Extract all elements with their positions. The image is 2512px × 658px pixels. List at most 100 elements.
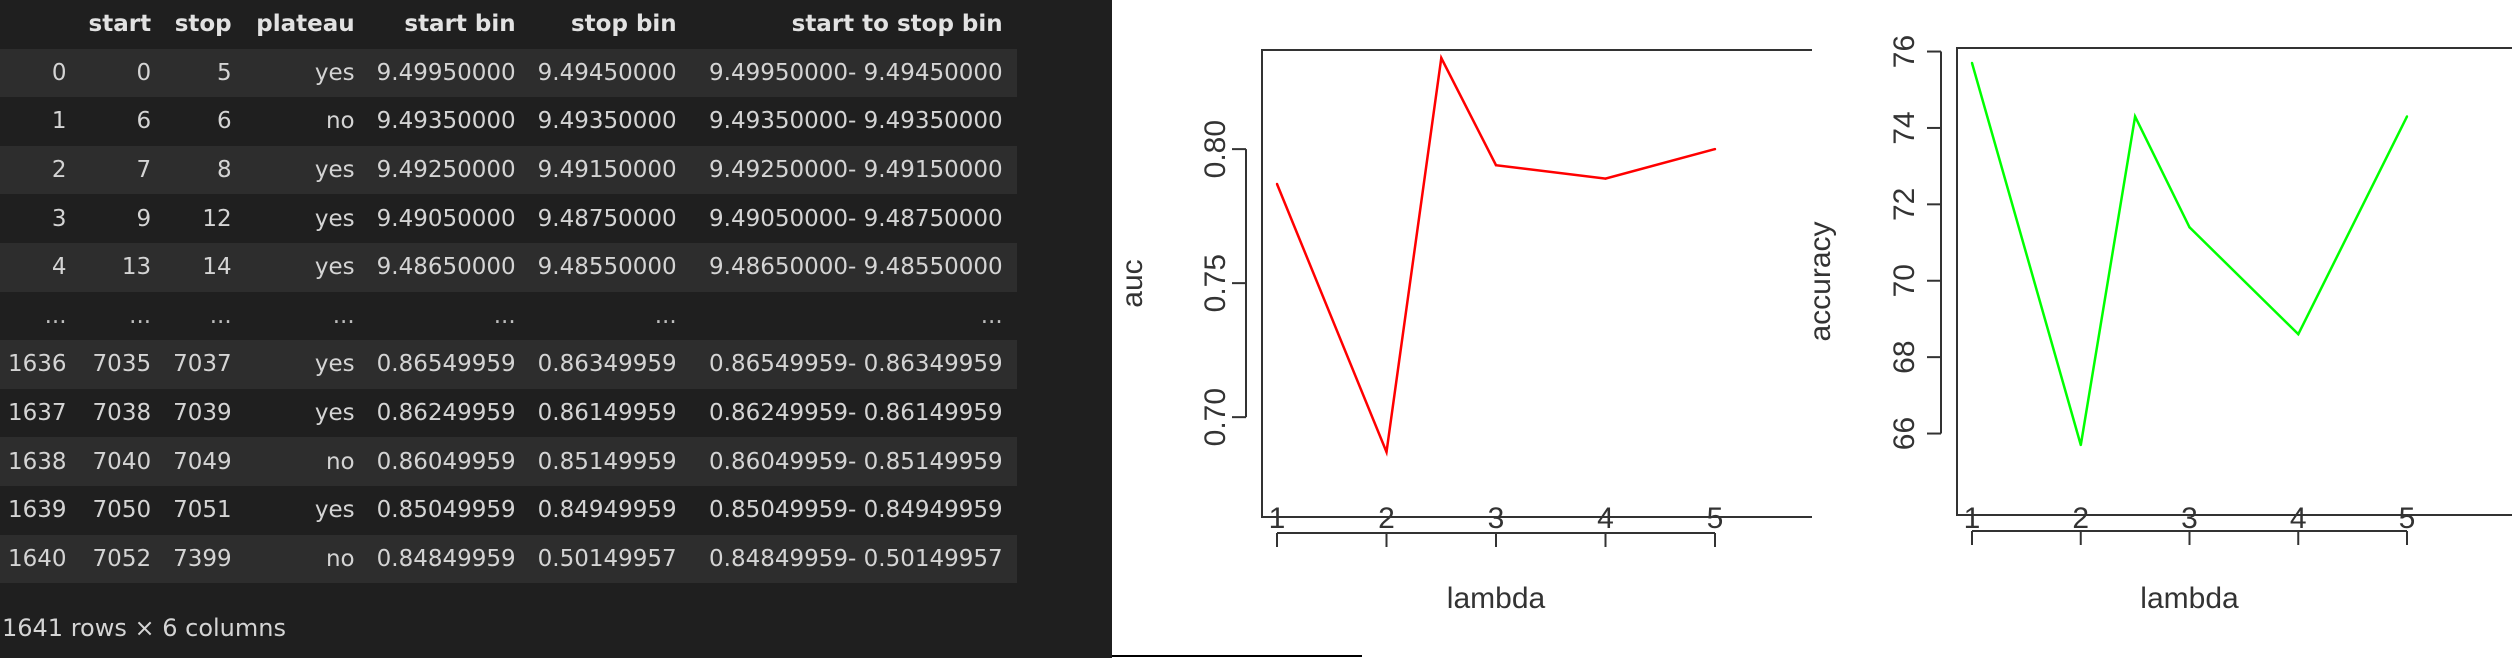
data-point: [2133, 115, 2137, 118]
cell-start: 7050: [92, 497, 152, 524]
table-row-ellipsis: ... ... ... ... ... ... ...: [0, 291, 1017, 341]
row-index: 1638: [8, 448, 67, 475]
x-tick-label: 4: [1597, 502, 1614, 535]
cell-start: 7: [136, 157, 152, 184]
cell-start: ...: [129, 302, 152, 329]
x-tick-label: 2: [2072, 502, 2089, 535]
cell-start: 9: [136, 205, 152, 232]
cell-start-to-stop-bin: 0.86549959- 0.86349959: [709, 351, 1003, 378]
cell-plateau: yes: [314, 497, 355, 524]
cell-start-bin: 9.49950000: [376, 59, 516, 86]
cell-stop: 7399: [173, 545, 232, 572]
cell-start: 7035: [92, 351, 152, 378]
y-tick-label: 70: [1888, 264, 1921, 297]
y-tick-label: 0.80: [1199, 120, 1232, 178]
cell-stop: 6: [217, 108, 232, 135]
y-axis-label: accuracy: [1812, 221, 1837, 341]
cell-plateau: yes: [314, 205, 355, 232]
cell-stop: 8: [217, 157, 232, 184]
data-point: [1604, 177, 1607, 180]
y-tick-label: 76: [1888, 35, 1921, 68]
data-point: [1494, 164, 1498, 167]
cell-start-to-stop-bin: 9.49350000- 9.49350000: [709, 108, 1003, 135]
row-index: 2: [51, 157, 67, 184]
table-row: 1 6 6 no 9.49350000 9.49350000 9.4935000…: [0, 97, 1017, 146]
cell-stop-bin: 0.85149959: [537, 448, 677, 475]
dataframe-panel: start stop plateau start bin stop bin st…: [0, 0, 1112, 658]
y-tick-label: 0.75: [1199, 254, 1232, 312]
cell-stop: 12: [202, 205, 232, 232]
data-point: [1385, 450, 1388, 454]
series-line: [1970, 62, 2409, 446]
row-index: 1637: [8, 400, 67, 427]
y-tick-label: 74: [1888, 111, 1921, 144]
data-point: [1440, 56, 1443, 60]
table-row: 4 13 14 yes 9.48650000 9.48550000 9.4865…: [0, 242, 1017, 292]
data-point: [2188, 226, 2191, 229]
cell-start-bin: 9.48650000: [376, 254, 516, 281]
column-header-start-to-stop-bin: start to stop bin: [791, 11, 1003, 38]
data-point: [1713, 147, 1717, 151]
plot-frame: [1261, 49, 1812, 518]
table-row: 1639 7050 7051 yes 0.85049959 0.84949959…: [0, 485, 1017, 535]
table-header-row: start stop plateau start bin stop bin st…: [0, 0, 1017, 49]
x-tick-label: 2: [1378, 502, 1395, 535]
series-line: [1275, 53, 1716, 457]
column-header-stop-bin: stop bin: [570, 11, 677, 38]
cell-start-to-stop-bin: 0.84849959- 0.50149957: [709, 545, 1003, 572]
y-tick-label: 72: [1888, 188, 1921, 221]
cell-start-bin: 0.86249959: [376, 400, 516, 427]
y-tick-label: 0.70: [1199, 388, 1232, 446]
x-tick-label: 3: [1488, 502, 1505, 535]
x-tick-label: 1: [1964, 502, 1981, 535]
table-row: 3 9 12 yes 9.49050000 9.48750000 9.49050…: [0, 194, 1017, 243]
data-point: [2079, 443, 2082, 447]
cell-plateau: yes: [314, 157, 355, 184]
table-row: 1636 7035 7037 yes 0.86549959 0.86349959…: [0, 340, 1017, 389]
cell-start-to-stop-bin: 0.86049959- 0.85149959: [709, 448, 1003, 475]
cell-plateau: yes: [314, 400, 355, 427]
column-header-start: start: [88, 11, 152, 38]
cell-start: 7038: [92, 400, 152, 427]
row-index: 4: [51, 254, 67, 281]
cell-start-bin: 0.85049959: [376, 497, 516, 524]
x-tick-label: 1: [1269, 502, 1286, 535]
column-header-plateau: plateau: [256, 11, 355, 38]
cell-stop: ...: [209, 302, 232, 329]
cell-start-bin: 0.86049959: [376, 448, 516, 475]
cell-stop: 7039: [173, 400, 232, 427]
cell-plateau: ...: [332, 302, 355, 329]
cell-stop-bin: 9.49450000: [537, 59, 677, 86]
data-point: [2405, 115, 2409, 118]
cell-stop-bin: 9.49150000: [537, 157, 677, 184]
column-header-stop: stop: [174, 11, 232, 38]
cell-start: 0: [136, 59, 152, 86]
cell-stop-bin: 9.49350000: [537, 108, 677, 135]
cell-start-to-stop-bin: ...: [980, 302, 1003, 329]
cell-start: 7040: [92, 448, 152, 475]
cell-plateau: no: [325, 545, 355, 572]
cell-stop: 5: [217, 59, 232, 86]
table-row: 1640 7052 7399 no 0.84849959 0.50149957 …: [0, 534, 1017, 584]
cell-start-bin: 0.86549959: [376, 351, 516, 378]
table-row: 1637 7038 7039 yes 0.86249959 0.86149959…: [0, 388, 1017, 438]
row-index: 1640: [8, 545, 67, 572]
row-index: 1639: [8, 497, 67, 524]
cell-start-bin: 9.49350000: [376, 108, 516, 135]
x-tick-label: 3: [2181, 502, 2198, 535]
plot-frame: [1956, 47, 2512, 516]
data-point: [1970, 61, 1974, 65]
cell-stop: 7049: [173, 448, 232, 475]
x-tick-label: 5: [2399, 502, 2416, 535]
cell-stop: 7037: [173, 351, 232, 378]
row-index: ...: [44, 302, 67, 329]
cell-start-to-stop-bin: 9.49250000- 9.49150000: [709, 157, 1003, 184]
y-tick-label: 66: [1888, 417, 1921, 450]
cell-plateau: no: [325, 108, 355, 135]
accuracy-line-chart: 1 2 3 4 5 66 68 70 72 74 76 lambda accuracy: [1812, 35, 2512, 615]
cell-stop-bin: 0.86349959: [537, 351, 677, 378]
x-axis-label: lambda: [1447, 582, 1546, 615]
cell-plateau: yes: [314, 254, 355, 281]
cell-start-to-stop-bin: 0.85049959- 0.84949959: [709, 497, 1003, 524]
data-point: [1275, 182, 1279, 186]
